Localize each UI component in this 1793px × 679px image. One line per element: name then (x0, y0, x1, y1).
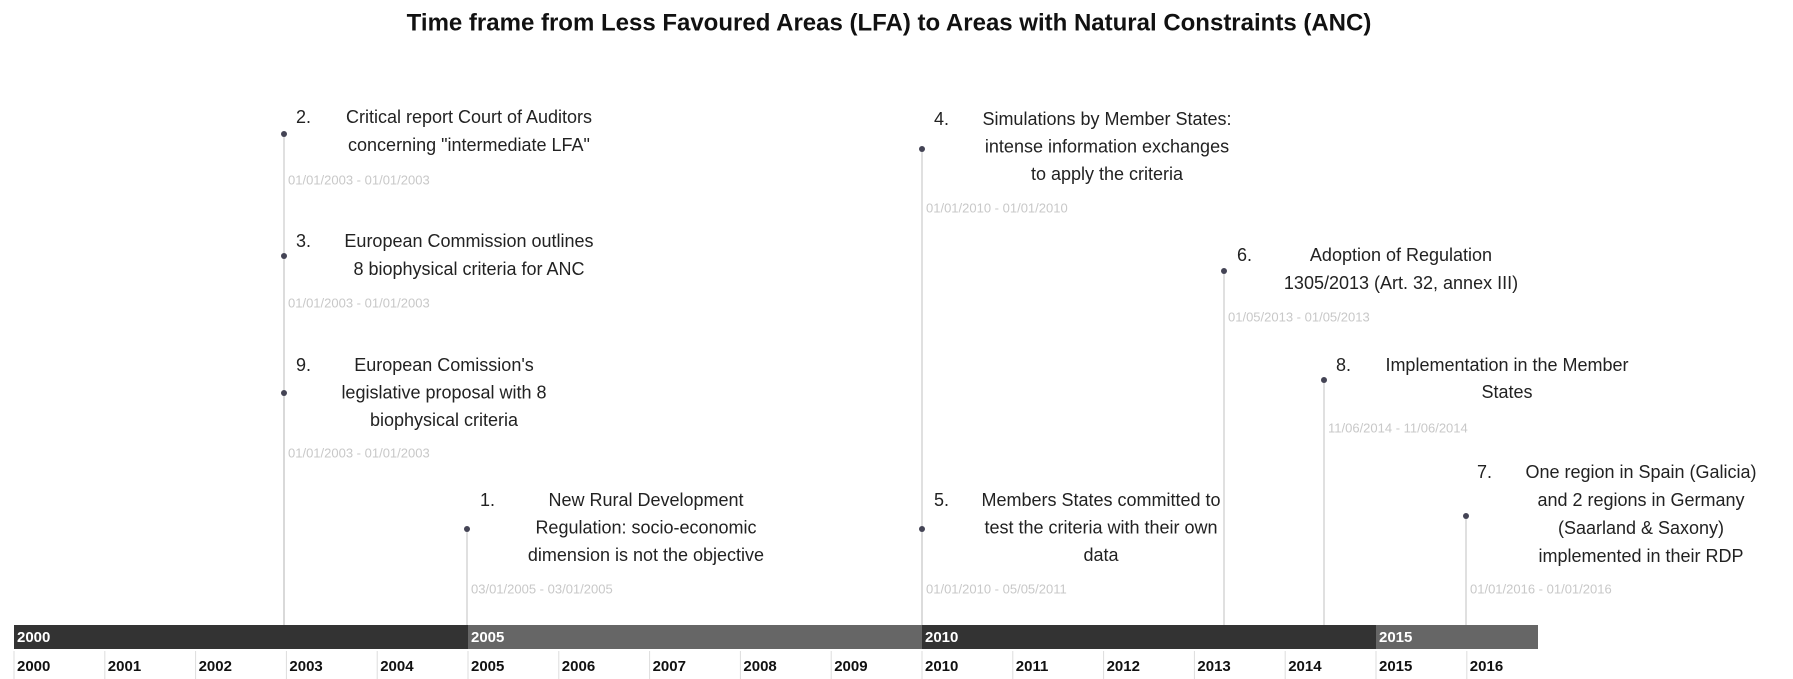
year-label: 2016 (1470, 658, 1503, 675)
event-date: 01/01/2016 - 01/01/2016 (1470, 581, 1612, 596)
event-text: data (1083, 545, 1119, 565)
event-text: 1305/2013 (Art. 32, annex III) (1284, 273, 1518, 293)
year-label: 2011 (1016, 658, 1049, 675)
event-text: Adoption of Regulation (1310, 245, 1492, 265)
event-text: implemented in their RDP (1538, 546, 1743, 566)
decade-band (468, 625, 922, 649)
event-date: 01/01/2003 - 01/01/2003 (288, 445, 430, 460)
event-text: and 2 regions in Germany (1537, 490, 1744, 510)
event-dot (1321, 377, 1327, 383)
event-text: Critical report Court of Auditors (346, 107, 592, 127)
year-label: 2003 (289, 658, 322, 675)
event-text: Regulation: socio-economic (535, 517, 756, 537)
decade-label: 2015 (1379, 629, 1412, 646)
event-text: Members States committed to (981, 490, 1220, 510)
year-label: 2005 (471, 658, 504, 675)
event-text: European Comission's (354, 355, 534, 375)
year-label: 2001 (108, 658, 141, 675)
year-label: 2004 (380, 658, 414, 675)
event-text: 8 biophysical criteria for ANC (353, 259, 584, 279)
year-label: 2009 (834, 658, 867, 675)
event-number: 7. (1477, 462, 1492, 482)
event-dot (281, 131, 287, 137)
decade-band (922, 625, 1376, 649)
event-date: 01/01/2003 - 01/01/2003 (288, 172, 430, 187)
event-number: 9. (296, 355, 311, 375)
event-number: 1. (480, 490, 495, 510)
year-label: 2008 (743, 658, 776, 675)
event-date: 01/01/2010 - 01/01/2010 (926, 200, 1068, 215)
event-dot (919, 526, 925, 532)
event-date: 11/06/2014 - 11/06/2014 (1328, 420, 1468, 435)
event-text: New Rural Development (548, 490, 743, 510)
event-text: concerning "intermediate LFA" (348, 135, 590, 155)
event-date: 01/01/2003 - 01/01/2003 (288, 295, 430, 310)
year-label: 2007 (653, 658, 686, 675)
event-text: (Saarland & Saxony) (1558, 518, 1724, 538)
title: Time frame from Less Favoured Areas (LFA… (407, 9, 1372, 36)
event-dot (281, 253, 287, 259)
event-number: 3. (296, 231, 311, 251)
event-number: 5. (934, 490, 949, 510)
event-dot (464, 526, 470, 532)
event-dot (1221, 268, 1227, 274)
year-label: 2012 (1107, 658, 1140, 675)
event-date: 03/01/2005 - 03/01/2005 (471, 581, 613, 596)
year-label: 2013 (1197, 658, 1230, 675)
event-text: Simulations by Member States: (982, 109, 1231, 129)
event-dot (281, 390, 287, 396)
event-text: European Commission outlines (344, 231, 593, 251)
event-number: 6. (1237, 245, 1252, 265)
decade-band (1376, 625, 1538, 649)
event-text: Implementation in the Member (1385, 355, 1628, 375)
event-text: One region in Spain (Galicia) (1525, 462, 1756, 482)
year-label: 2014 (1288, 658, 1322, 675)
event-text: legislative proposal with 8 (341, 382, 546, 402)
event-dot (919, 146, 925, 152)
event-text: to apply the criteria (1031, 164, 1184, 184)
decade-label: 2005 (471, 629, 504, 646)
event-dot (1463, 513, 1469, 519)
event-text: States (1481, 382, 1532, 402)
event-text: dimension is not the objective (528, 545, 764, 565)
year-label: 2006 (562, 658, 595, 675)
year-label: 2002 (199, 658, 232, 675)
year-label: 2010 (925, 658, 958, 675)
event-number: 4. (934, 109, 949, 129)
event-text: intense information exchanges (985, 136, 1229, 156)
event-date: 01/01/2010 - 05/05/2011 (926, 581, 1067, 596)
decade-label: 2000 (17, 629, 50, 646)
event-date: 01/05/2013 - 01/05/2013 (1228, 309, 1370, 324)
event-text: biophysical criteria (370, 410, 519, 430)
event-number: 2. (296, 107, 311, 127)
year-label: 2015 (1379, 658, 1412, 675)
year-row (14, 651, 1538, 679)
year-label: 2000 (17, 658, 50, 675)
event-text: test the criteria with their own (984, 517, 1217, 537)
event-number: 8. (1336, 355, 1351, 375)
decade-band (14, 625, 468, 649)
decade-label: 2010 (925, 629, 958, 646)
